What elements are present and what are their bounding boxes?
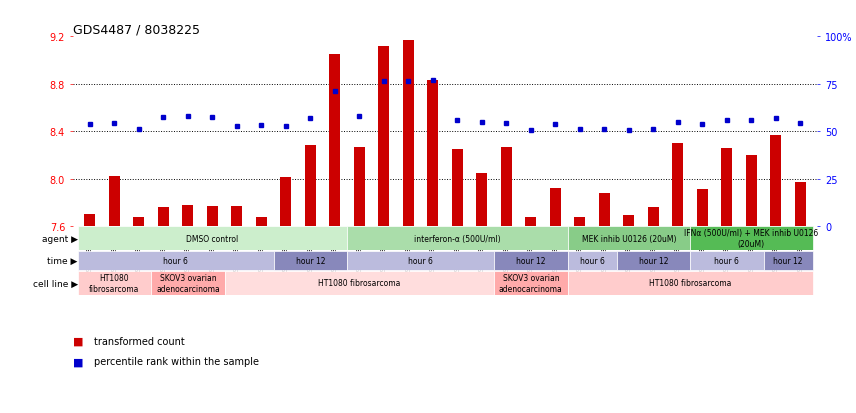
Text: HT1080 fibrosarcoma: HT1080 fibrosarcoma — [649, 279, 731, 288]
Text: SKOV3 ovarian
adenocarcinoma: SKOV3 ovarian adenocarcinoma — [156, 273, 220, 293]
Bar — [85, 215, 95, 226]
Bar — [330, 55, 341, 226]
Text: hour 12: hour 12 — [295, 256, 325, 266]
Bar — [616, 251, 690, 271]
Text: IFNα (500U/ml) + MEK inhib U0126
(20uM): IFNα (500U/ml) + MEK inhib U0126 (20uM) — [684, 229, 818, 248]
Bar — [574, 217, 586, 226]
Bar — [274, 251, 348, 271]
Bar — [182, 205, 193, 226]
Bar — [305, 146, 316, 226]
Text: interferon-α (500U/ml): interferon-α (500U/ml) — [414, 234, 501, 243]
Bar — [795, 183, 805, 226]
Bar — [672, 144, 683, 226]
Text: HT1080 fibrosarcoma: HT1080 fibrosarcoma — [318, 279, 401, 288]
Bar — [690, 227, 812, 250]
Bar — [599, 193, 609, 226]
Bar — [78, 227, 348, 250]
Bar — [109, 177, 120, 226]
Bar — [348, 227, 568, 250]
Bar — [78, 272, 152, 295]
Bar — [354, 147, 365, 226]
Text: ■: ■ — [73, 336, 83, 346]
Bar — [501, 147, 512, 226]
Bar — [648, 207, 659, 226]
Text: hour 6: hour 6 — [163, 256, 188, 266]
Text: SKOV3 ovarian
adenocarcinoma: SKOV3 ovarian adenocarcinoma — [499, 273, 562, 293]
Bar — [231, 206, 242, 226]
Bar — [722, 148, 733, 226]
Bar — [152, 272, 224, 295]
Bar — [568, 227, 690, 250]
Bar — [78, 251, 274, 271]
Bar — [476, 173, 487, 226]
Bar — [568, 251, 616, 271]
Bar — [256, 217, 267, 226]
Bar — [764, 251, 812, 271]
Text: hour 12: hour 12 — [639, 256, 668, 266]
Text: GDS4487 / 8038225: GDS4487 / 8038225 — [73, 23, 199, 36]
Text: hour 6: hour 6 — [580, 256, 604, 266]
Text: DMSO control: DMSO control — [187, 234, 239, 243]
Bar — [746, 155, 757, 226]
Bar — [690, 251, 764, 271]
Bar — [158, 207, 169, 226]
Bar — [281, 178, 291, 226]
Text: ■: ■ — [73, 356, 83, 366]
Bar — [770, 135, 782, 226]
Bar — [494, 251, 568, 271]
Text: time ▶: time ▶ — [47, 256, 78, 266]
Bar — [427, 81, 438, 226]
Text: transformed count: transformed count — [94, 336, 185, 346]
Bar — [134, 217, 145, 226]
Bar — [623, 216, 634, 226]
Bar — [224, 272, 494, 295]
Bar — [550, 189, 561, 226]
Text: hour 6: hour 6 — [715, 256, 740, 266]
Text: hour 12: hour 12 — [773, 256, 803, 266]
Bar — [568, 272, 812, 295]
Text: cell line ▶: cell line ▶ — [33, 279, 78, 288]
Text: MEK inhib U0126 (20uM): MEK inhib U0126 (20uM) — [581, 234, 676, 243]
Bar — [403, 41, 414, 226]
Text: HT1080
fibrosarcoma: HT1080 fibrosarcoma — [89, 273, 140, 293]
Text: agent ▶: agent ▶ — [42, 234, 78, 243]
Bar — [348, 251, 494, 271]
Text: hour 12: hour 12 — [516, 256, 545, 266]
Bar — [526, 217, 537, 226]
Text: hour 6: hour 6 — [408, 256, 433, 266]
Bar — [378, 47, 389, 226]
Bar — [207, 206, 218, 226]
Bar — [452, 150, 463, 226]
Bar — [697, 190, 708, 226]
Bar — [494, 272, 568, 295]
Text: percentile rank within the sample: percentile rank within the sample — [94, 356, 259, 366]
